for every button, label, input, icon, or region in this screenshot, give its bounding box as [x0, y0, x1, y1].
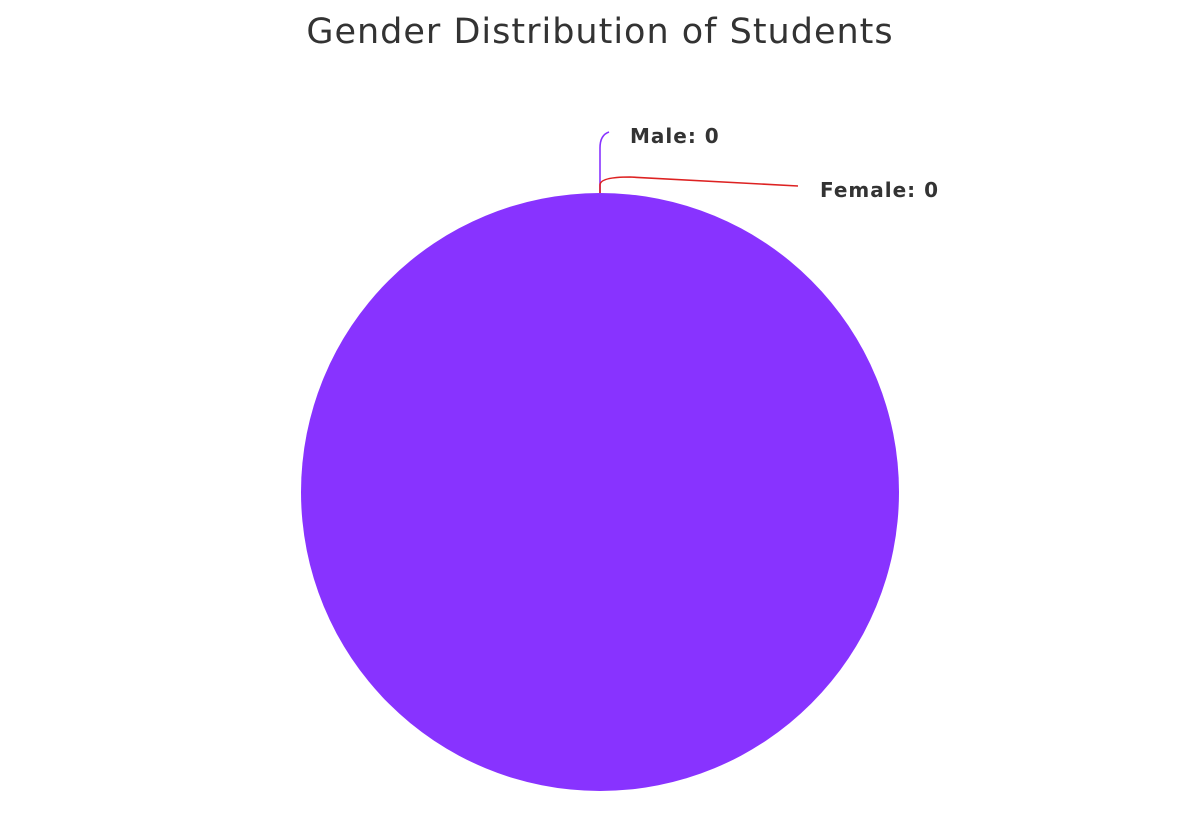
data-label-male: Male: 0 — [630, 124, 720, 148]
data-labels: Male: 0 Female: 0 — [630, 124, 939, 202]
pie-slices — [301, 193, 899, 791]
connector-female — [599, 176, 799, 193]
connector-male — [599, 131, 610, 193]
chart-title: Gender Distribution of Students — [306, 12, 894, 52]
pie-slice-male[interactable] — [301, 193, 899, 791]
data-label-female: Female: 0 — [820, 178, 939, 202]
label-connectors — [599, 131, 799, 193]
